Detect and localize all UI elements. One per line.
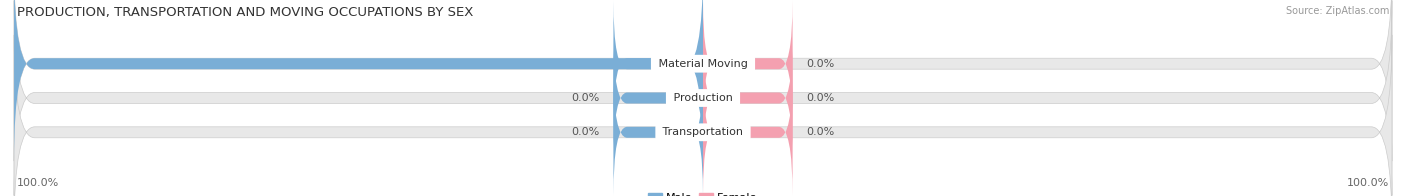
FancyBboxPatch shape bbox=[14, 1, 1392, 195]
Text: 0.0%: 0.0% bbox=[807, 59, 835, 69]
Text: 0.0%: 0.0% bbox=[807, 93, 835, 103]
Legend: Male, Female: Male, Female bbox=[644, 188, 762, 196]
Text: 100.0%: 100.0% bbox=[17, 178, 59, 188]
Text: 0.0%: 0.0% bbox=[571, 93, 599, 103]
Text: PRODUCTION, TRANSPORTATION AND MOVING OCCUPATIONS BY SEX: PRODUCTION, TRANSPORTATION AND MOVING OC… bbox=[17, 6, 474, 19]
FancyBboxPatch shape bbox=[613, 1, 703, 127]
Text: 100.0%: 100.0% bbox=[1347, 178, 1389, 188]
FancyBboxPatch shape bbox=[613, 69, 703, 195]
Text: Source: ZipAtlas.com: Source: ZipAtlas.com bbox=[1285, 6, 1389, 16]
FancyBboxPatch shape bbox=[703, 69, 793, 195]
FancyBboxPatch shape bbox=[14, 0, 1392, 161]
FancyBboxPatch shape bbox=[14, 35, 1392, 196]
FancyBboxPatch shape bbox=[613, 35, 703, 161]
Text: Material Moving: Material Moving bbox=[655, 59, 751, 69]
FancyBboxPatch shape bbox=[14, 0, 703, 161]
Text: 0.0%: 0.0% bbox=[807, 127, 835, 137]
FancyBboxPatch shape bbox=[703, 35, 793, 161]
Text: Production: Production bbox=[669, 93, 737, 103]
Text: Transportation: Transportation bbox=[659, 127, 747, 137]
FancyBboxPatch shape bbox=[703, 1, 793, 127]
Text: 0.0%: 0.0% bbox=[571, 127, 599, 137]
